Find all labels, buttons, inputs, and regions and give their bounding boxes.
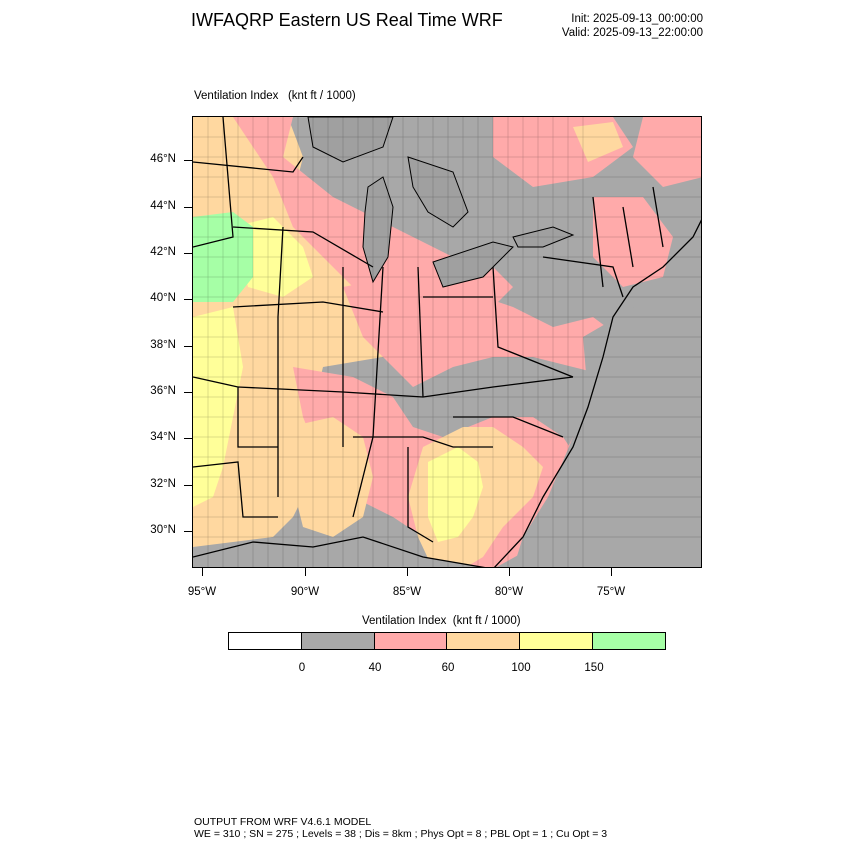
lat-tick xyxy=(184,207,192,208)
colorbar-label: 100 xyxy=(511,662,531,674)
lat-label: 44°N xyxy=(150,200,176,212)
lat-tick xyxy=(184,485,192,486)
colorbar-label: 0 xyxy=(298,662,306,674)
lat-tick xyxy=(184,438,192,439)
colorbar-title: Ventilation Index (knt ft / 1000) xyxy=(362,615,521,627)
lon-tick xyxy=(611,568,612,576)
lat-label: 32°N xyxy=(150,478,176,490)
state-boundaries xyxy=(193,117,664,543)
colorbar-label: 60 xyxy=(441,662,455,674)
colorbar-swatch xyxy=(229,633,302,649)
field-subtitle: Ventilation Index (knt ft / 1000) xyxy=(194,90,356,102)
lat-label: 46°N xyxy=(150,153,176,165)
init-time: Init: 2025-09-13_00:00:00 xyxy=(571,13,703,25)
lon-label: 95°W xyxy=(187,586,217,598)
lon-label: 85°W xyxy=(392,586,422,598)
map-panel xyxy=(192,116,702,568)
colorbar xyxy=(228,632,666,650)
water-bodies xyxy=(193,117,701,567)
lat-tick xyxy=(184,299,192,300)
colorbar-swatch xyxy=(447,633,521,649)
county-boundaries xyxy=(193,117,701,567)
lat-label: 34°N xyxy=(150,431,176,443)
colorbar-swatch xyxy=(301,633,375,649)
lat-tick xyxy=(184,392,192,393)
coastline xyxy=(193,219,701,567)
lat-label: 40°N xyxy=(150,292,176,304)
colorbar-label: 150 xyxy=(584,662,604,674)
lat-tick xyxy=(184,160,192,161)
lat-label: 30°N xyxy=(150,524,176,536)
lat-label: 36°N xyxy=(150,385,176,397)
lat-tick xyxy=(184,253,192,254)
lat-tick xyxy=(184,346,192,347)
colorbar-swatch xyxy=(593,633,665,649)
lat-label: 38°N xyxy=(150,339,176,351)
lon-tick xyxy=(407,568,408,576)
lon-tick xyxy=(509,568,510,576)
valid-time: Valid: 2025-09-13_22:00:00 xyxy=(561,27,703,39)
model-info-line1: OUTPUT FROM WRF V4.6.1 MODEL xyxy=(194,816,372,828)
lat-tick xyxy=(184,531,192,532)
lat-label: 42°N xyxy=(150,246,176,258)
map-svg xyxy=(193,117,701,567)
lon-tick xyxy=(305,568,306,576)
colorbar-swatch xyxy=(520,633,594,649)
lon-label: 75°W xyxy=(596,586,626,598)
colorbar-swatch xyxy=(374,633,448,649)
lon-label: 80°W xyxy=(494,586,524,598)
colorbar-label: 40 xyxy=(368,662,382,674)
model-info-line2: WE = 310 ; SN = 275 ; Levels = 38 ; Dis … xyxy=(194,828,608,840)
lon-tick xyxy=(202,568,203,576)
lon-label: 90°W xyxy=(290,586,320,598)
plot-title: IWFAQRP Eastern US Real Time WRF xyxy=(191,10,503,30)
